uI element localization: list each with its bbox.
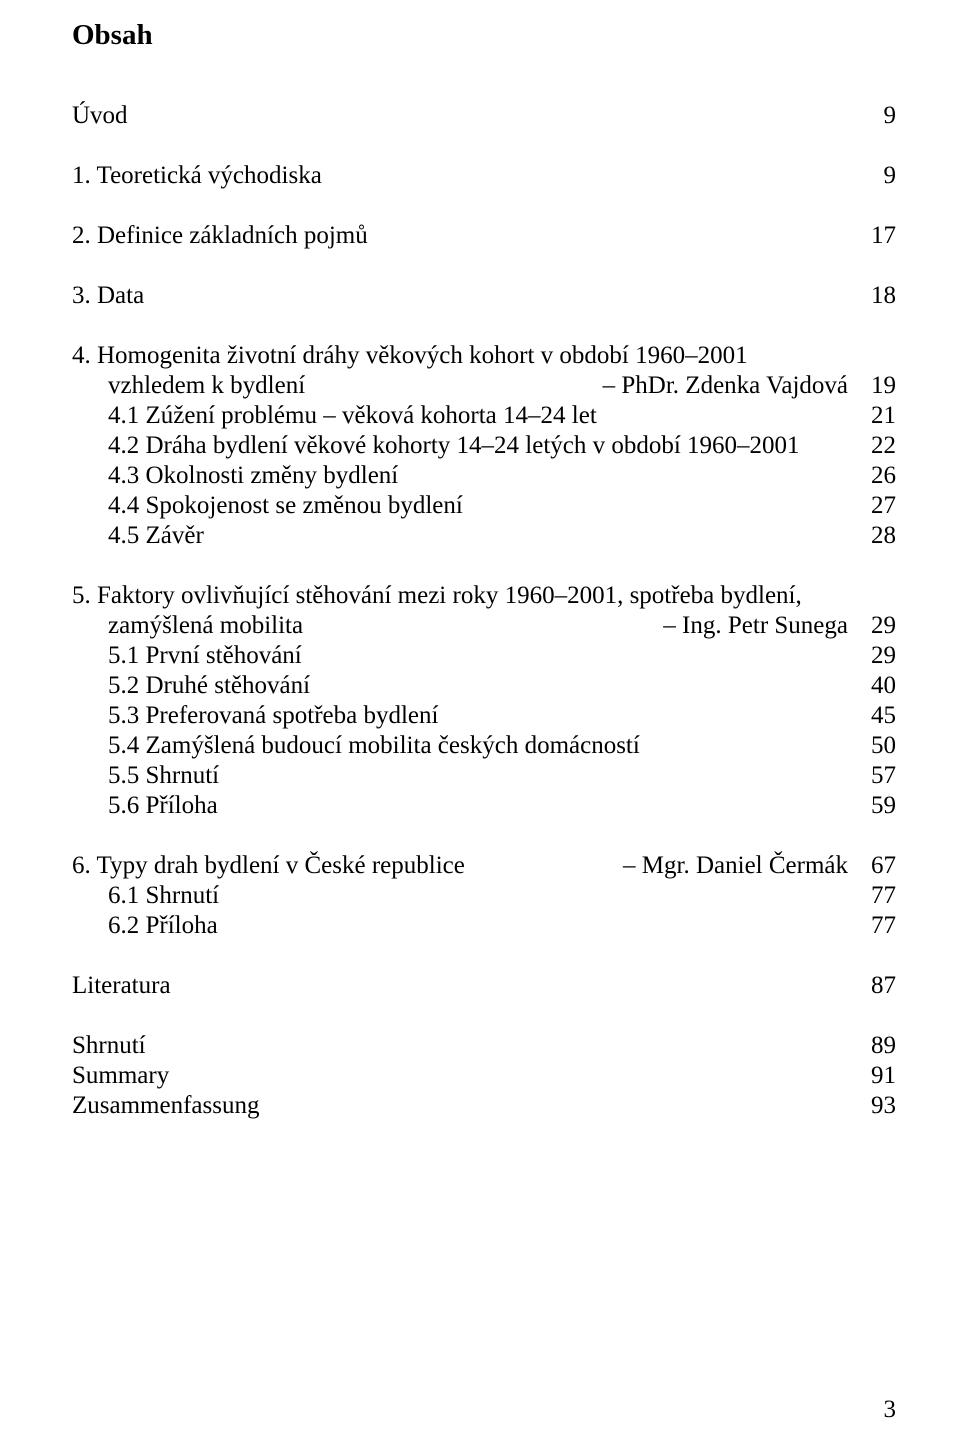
toc-title: 5. Faktory ovlivňující stěhování mezi ro…: [72, 581, 860, 611]
toc-spacer: [72, 131, 896, 161]
toc-page: 18: [860, 281, 896, 311]
toc-row: 4. Homogenita životní dráhy věkových koh…: [72, 341, 896, 371]
toc-row: 5.6 Příloha59: [72, 791, 896, 821]
toc-row: 5.4 Zamýšlená budoucí mobilita českých d…: [72, 731, 896, 761]
toc-title: 4.1 Zúžení problému – věková kohorta 14–…: [72, 401, 860, 431]
toc-title: Úvod: [72, 101, 860, 131]
toc-page: 29: [860, 641, 896, 671]
toc-row: 4.1 Zúžení problému – věková kohorta 14–…: [72, 401, 896, 431]
toc-row: zamýšlená mobilita– Ing. Petr Sunega29: [72, 611, 896, 641]
toc-row: 2. Definice základních pojmů17: [72, 221, 896, 251]
toc-page: 77: [860, 881, 896, 911]
toc-row: 1. Teoretická východiska9: [72, 161, 896, 191]
toc-page: 29: [860, 611, 896, 641]
toc-row: Zusammenfassung93: [72, 1091, 896, 1121]
toc-title: 3. Data: [72, 281, 860, 311]
toc-row: Shrnutí89: [72, 1031, 896, 1061]
toc-title: vzhledem k bydlení: [72, 371, 603, 401]
toc-spacer: [72, 191, 896, 221]
toc-row: 6. Typy drah bydlení v České republice– …: [72, 851, 896, 881]
toc-spacer: [72, 821, 896, 851]
toc-page: [860, 341, 896, 371]
toc-title: 5.5 Shrnutí: [72, 761, 860, 791]
toc-row: 5. Faktory ovlivňující stěhování mezi ro…: [72, 581, 896, 611]
toc-title: 5.1 První stěhování: [72, 641, 860, 671]
toc-title: 2. Definice základních pojmů: [72, 221, 860, 251]
toc-row: Literatura87: [72, 971, 896, 1001]
toc-author: – PhDr. Zdenka Vajdová: [603, 371, 860, 401]
toc-page: 26: [860, 461, 896, 491]
toc-author: – Mgr. Daniel Čermák: [623, 851, 860, 881]
toc-title: 5.4 Zamýšlená budoucí mobilita českých d…: [72, 731, 860, 761]
toc-spacer: [72, 1001, 896, 1031]
toc-row: Summary91: [72, 1061, 896, 1091]
toc-body: Úvod91. Teoretická východiska92. Definic…: [72, 101, 896, 1121]
toc-page: 9: [860, 101, 896, 131]
toc-title: Shrnutí: [72, 1031, 860, 1061]
toc-page: 27: [860, 491, 896, 521]
toc-page: 45: [860, 701, 896, 731]
toc-spacer: [72, 251, 896, 281]
toc-heading: Obsah: [72, 18, 896, 53]
toc-row: 3. Data18: [72, 281, 896, 311]
toc-title: 4.2 Dráha bydlení věkové kohorty 14–24 l…: [72, 431, 860, 461]
toc-title: 5.2 Druhé stěhování: [72, 671, 860, 701]
toc-page: 21: [860, 401, 896, 431]
toc-page: 67: [860, 851, 896, 881]
toc-row: 4.2 Dráha bydlení věkové kohorty 14–24 l…: [72, 431, 896, 461]
toc-title: 6. Typy drah bydlení v České republice: [72, 851, 623, 881]
toc-row: 5.5 Shrnutí57: [72, 761, 896, 791]
toc-row: 4.4 Spokojenost se změnou bydlení27: [72, 491, 896, 521]
toc-page: 9: [860, 161, 896, 191]
toc-row: 6.1 Shrnutí77: [72, 881, 896, 911]
toc-row: Úvod9: [72, 101, 896, 131]
toc-title: 4. Homogenita životní dráhy věkových koh…: [72, 341, 860, 371]
toc-title: 1. Teoretická východiska: [72, 161, 860, 191]
toc-page: [860, 581, 896, 611]
toc-page: 57: [860, 761, 896, 791]
toc-title: 6.2 Příloha: [72, 911, 860, 941]
toc-page: 17: [860, 221, 896, 251]
toc-title: 5.3 Preferovaná spotřeba bydlení: [72, 701, 860, 731]
toc-row: 5.1 První stěhování29: [72, 641, 896, 671]
toc-row: 4.5 Závěr28: [72, 521, 896, 551]
toc-row: 5.2 Druhé stěhování40: [72, 671, 896, 701]
toc-page: 19: [860, 371, 896, 401]
toc-page: 59: [860, 791, 896, 821]
toc-row: 4.3 Okolnosti změny bydlení26: [72, 461, 896, 491]
toc-row: 6.2 Příloha77: [72, 911, 896, 941]
toc-page: 87: [860, 971, 896, 1001]
toc-title: Summary: [72, 1061, 860, 1091]
toc-page: 91: [860, 1061, 896, 1091]
toc-title: 6.1 Shrnutí: [72, 881, 860, 911]
toc-spacer: [72, 311, 896, 341]
toc-title: 4.5 Závěr: [72, 521, 860, 551]
toc-page: 50: [860, 731, 896, 761]
toc-title: Zusammenfassung: [72, 1091, 860, 1121]
toc-page: 40: [860, 671, 896, 701]
toc-page: 28: [860, 521, 896, 551]
toc-page: 22: [860, 431, 896, 461]
toc-spacer: [72, 551, 896, 581]
page-number: 3: [884, 1395, 897, 1425]
toc-title: 4.4 Spokojenost se změnou bydlení: [72, 491, 860, 521]
toc-title: 4.3 Okolnosti změny bydlení: [72, 461, 860, 491]
toc-row: 5.3 Preferovaná spotřeba bydlení45: [72, 701, 896, 731]
toc-page: 93: [860, 1091, 896, 1121]
toc-title: 5.6 Příloha: [72, 791, 860, 821]
toc-page: 89: [860, 1031, 896, 1061]
toc-page: 77: [860, 911, 896, 941]
toc-spacer: [72, 941, 896, 971]
toc-author: – Ing. Petr Sunega: [663, 611, 860, 641]
toc-title: zamýšlená mobilita: [72, 611, 663, 641]
toc-row: vzhledem k bydlení– PhDr. Zdenka Vajdová…: [72, 371, 896, 401]
toc-title: Literatura: [72, 971, 860, 1001]
